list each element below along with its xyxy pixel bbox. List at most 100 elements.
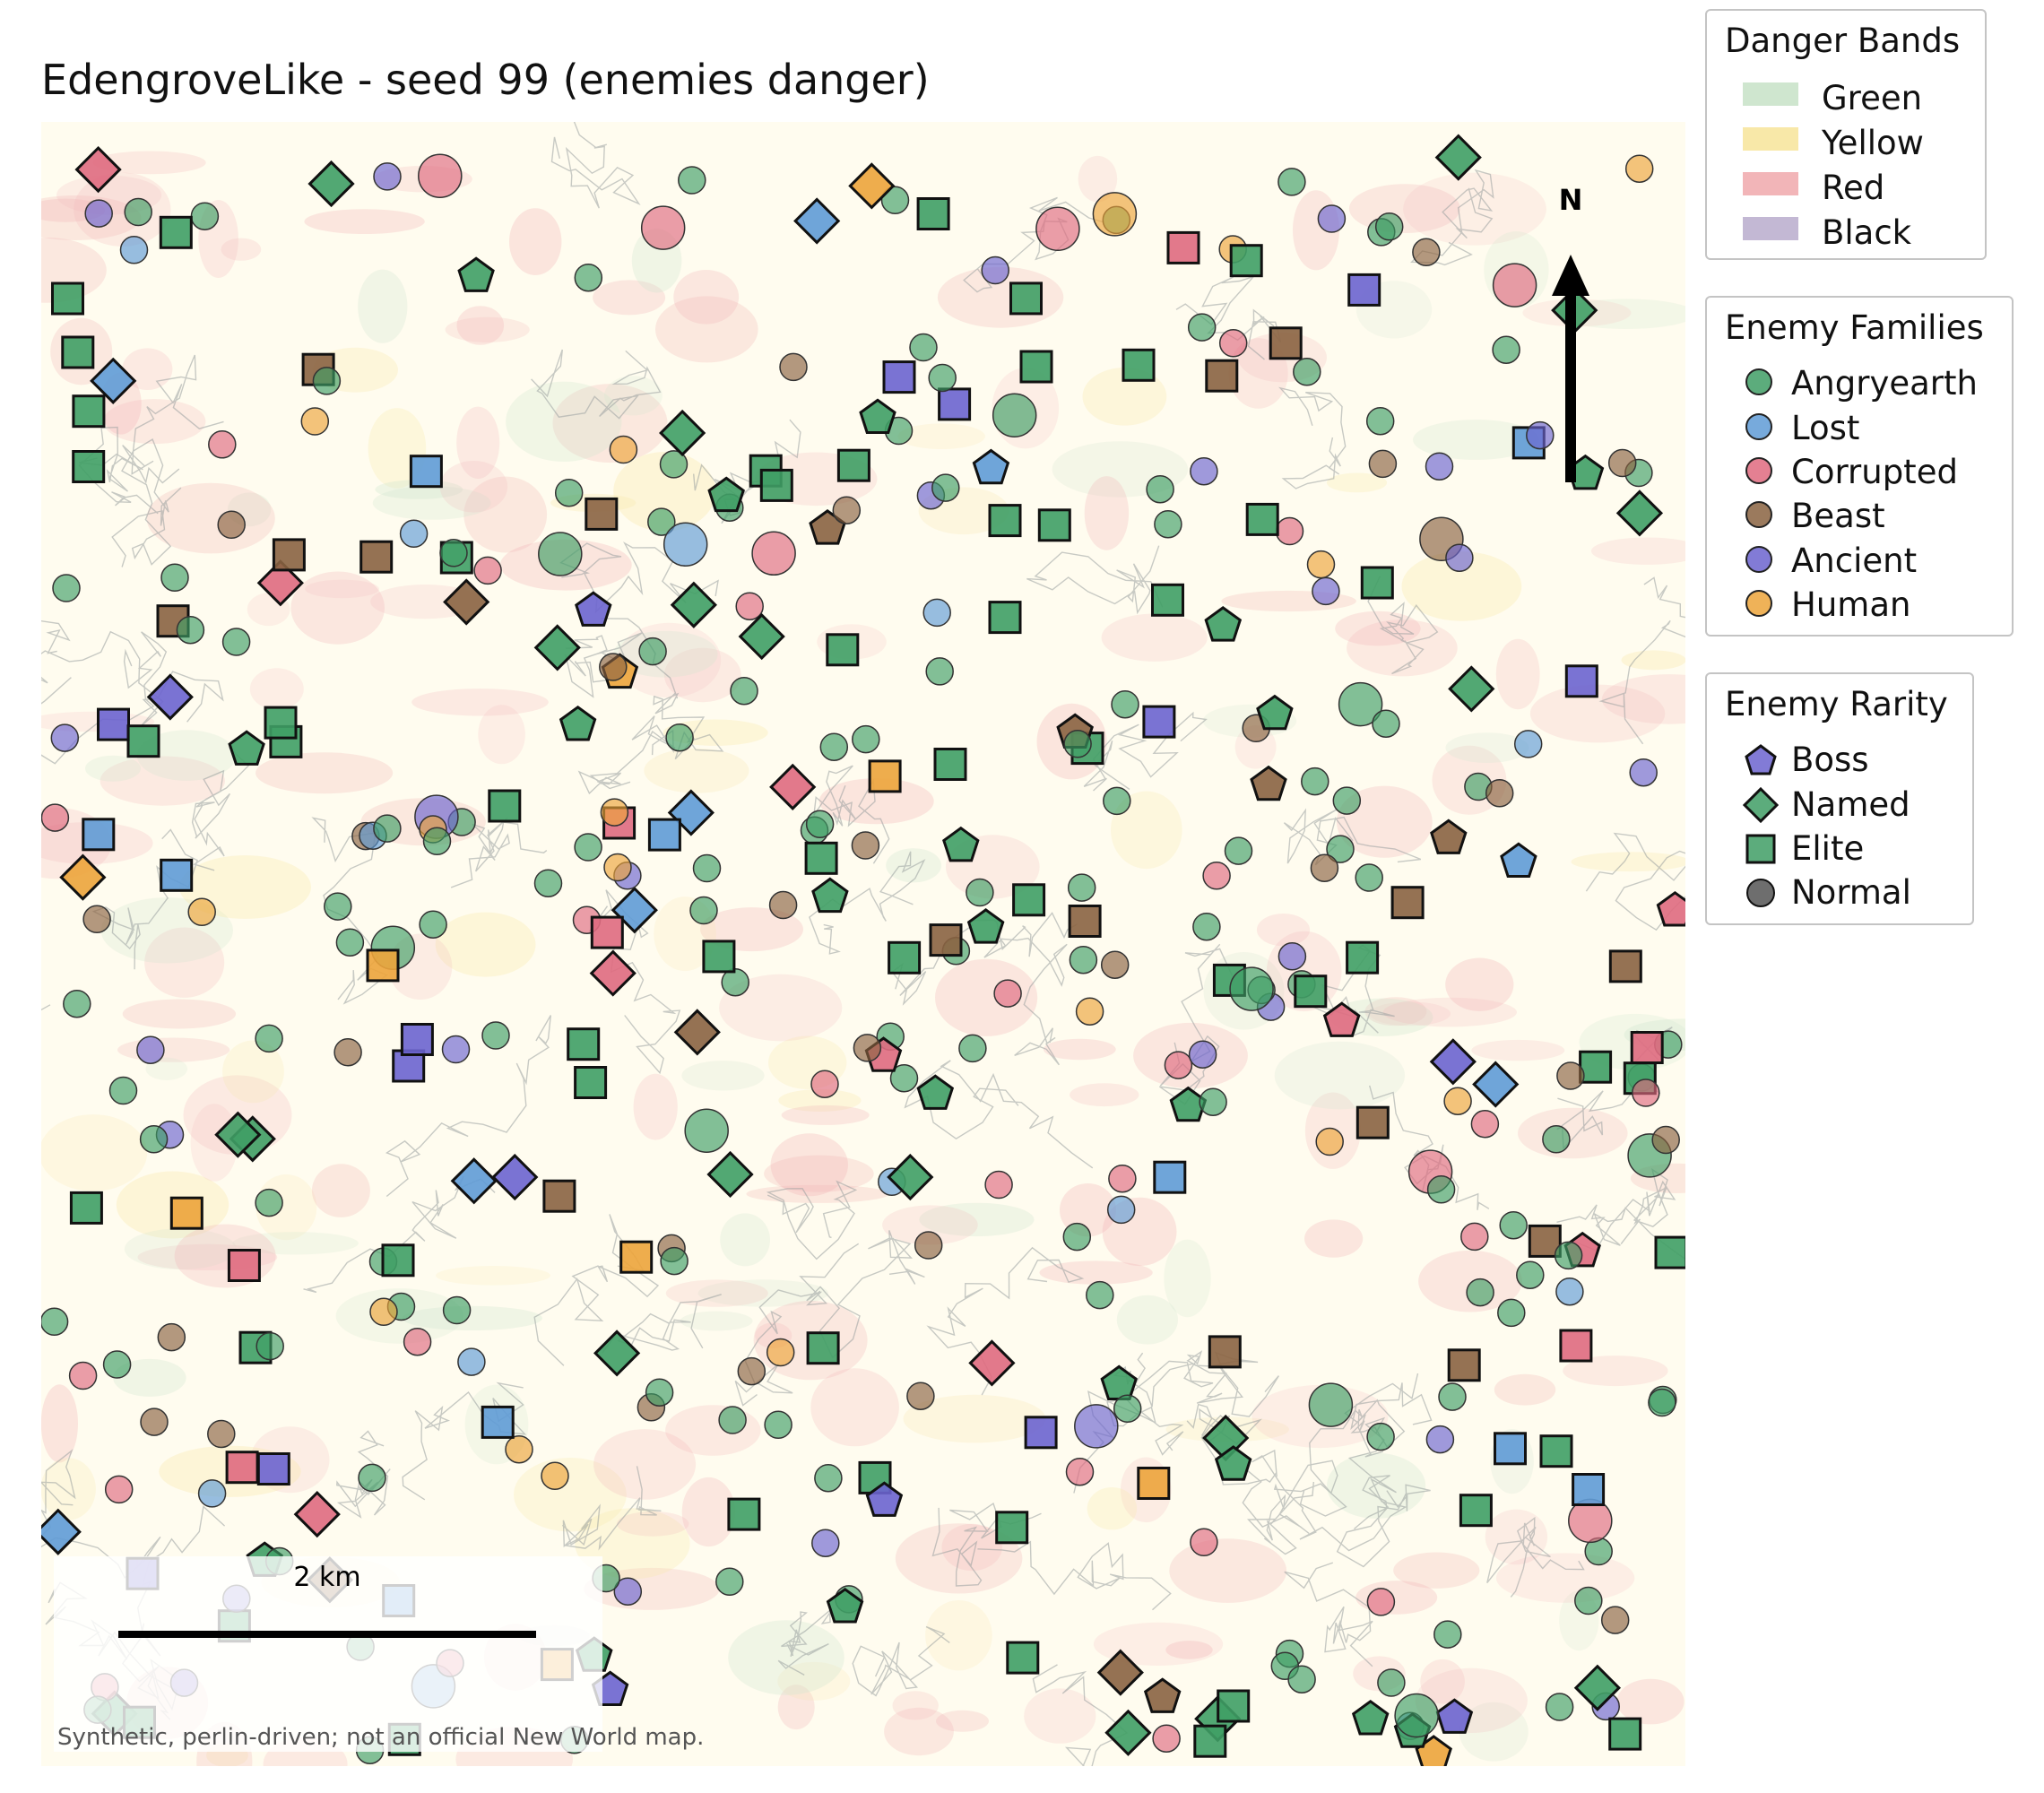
danger-patch bbox=[663, 647, 741, 703]
enemy-normal-marker bbox=[157, 1322, 186, 1352]
legend-item-green: Green bbox=[1707, 77, 1985, 117]
enemy-normal-marker bbox=[678, 166, 706, 195]
enemy-normal-marker bbox=[255, 1188, 283, 1217]
danger-patch bbox=[456, 406, 500, 479]
danger-patch bbox=[232, 1232, 359, 1255]
enemy-elite-marker bbox=[929, 923, 963, 957]
legend-item-yellow: Yellow bbox=[1707, 122, 1985, 162]
danger-patch bbox=[439, 461, 508, 513]
danger-patch bbox=[810, 1368, 899, 1447]
enemy-normal-marker bbox=[645, 1378, 674, 1407]
enemy-elite-marker bbox=[1068, 905, 1102, 938]
danger-patch bbox=[697, 1279, 828, 1307]
legend-label-elite: Elite bbox=[1791, 829, 1865, 868]
enemy-named-marker bbox=[769, 763, 817, 810]
contour-line bbox=[806, 1230, 925, 1359]
danger-patch bbox=[1078, 155, 1118, 203]
enemy-normal-marker bbox=[1315, 1127, 1344, 1156]
enemy-named-marker bbox=[611, 887, 658, 934]
enemy-elite-marker bbox=[1142, 705, 1176, 739]
enemy-normal-marker bbox=[1443, 1087, 1472, 1115]
contour-line bbox=[1278, 386, 1347, 489]
enemy-normal-marker bbox=[160, 563, 189, 593]
danger-patch bbox=[925, 1600, 992, 1671]
enemy-elite-marker bbox=[126, 724, 160, 758]
enemy-normal-marker bbox=[442, 1295, 472, 1325]
enemy-normal-marker bbox=[457, 1347, 486, 1376]
enemy-normal-marker bbox=[1377, 1668, 1406, 1697]
enemy-boss-marker bbox=[916, 1074, 955, 1110]
contour-line bbox=[303, 1175, 496, 1294]
enemy-normal-marker bbox=[663, 522, 708, 567]
contour-line bbox=[1026, 545, 1164, 615]
danger-patch bbox=[903, 1394, 1046, 1443]
danger-patch bbox=[372, 486, 491, 520]
danger-patch bbox=[681, 1477, 736, 1547]
enemy-elite-marker bbox=[888, 940, 922, 974]
legend-item-normal: Normal bbox=[1707, 871, 1972, 912]
danger-patch bbox=[593, 1429, 697, 1500]
danger-patch bbox=[1326, 472, 1388, 493]
enemy-elite-marker bbox=[72, 450, 106, 483]
enemy-named-marker bbox=[74, 145, 122, 194]
enemy-named-marker bbox=[214, 1111, 262, 1158]
enemy-normal-marker bbox=[1629, 758, 1658, 787]
enemy-elite-marker bbox=[1205, 359, 1239, 393]
contour-line bbox=[1573, 1168, 1676, 1252]
enemy-normal-marker bbox=[811, 1529, 840, 1557]
enemy-boss-marker bbox=[1430, 819, 1468, 854]
danger-patch bbox=[146, 482, 275, 554]
enemy-elite-marker bbox=[1355, 1105, 1390, 1139]
enemy-normal-marker bbox=[1526, 420, 1555, 450]
enemy-normal-marker bbox=[422, 827, 452, 856]
enemy-normal-marker bbox=[819, 732, 849, 761]
enemy-elite-marker bbox=[1390, 886, 1425, 920]
danger-patch bbox=[897, 423, 985, 450]
enemy-normal-marker bbox=[1190, 456, 1218, 486]
enemy-normal-marker bbox=[1425, 1425, 1455, 1454]
enemy-elite-marker bbox=[590, 915, 624, 949]
enemy-elite-marker bbox=[481, 1405, 515, 1439]
enemy-normal-marker bbox=[441, 1035, 471, 1064]
scale-bar-backdrop bbox=[54, 1556, 602, 1752]
enemy-normal-marker bbox=[853, 1034, 882, 1062]
enemy-normal-marker bbox=[221, 628, 251, 656]
enemy-normal-marker bbox=[68, 1361, 98, 1390]
enemy-boss-marker bbox=[559, 705, 597, 741]
enemy-normal-marker bbox=[1425, 452, 1454, 481]
enemy-normal-marker bbox=[1607, 448, 1637, 478]
enemy-named-marker bbox=[706, 1150, 754, 1199]
enemy-elite-marker bbox=[882, 360, 916, 394]
enemy-normal-marker bbox=[84, 199, 113, 228]
enemy-boss-marker bbox=[1204, 606, 1243, 642]
enemy-normal-marker bbox=[914, 1231, 943, 1260]
enemy-normal-marker bbox=[533, 869, 563, 897]
contour-line bbox=[809, 851, 926, 955]
enemy-normal-marker bbox=[966, 878, 994, 907]
enemy-named-marker bbox=[589, 949, 637, 997]
danger-patch bbox=[1111, 791, 1182, 870]
enemy-elite-marker bbox=[1193, 1724, 1227, 1758]
enemy-normal-marker bbox=[1111, 689, 1139, 719]
danger-patch bbox=[445, 316, 530, 342]
danger-patch bbox=[1084, 476, 1130, 550]
danger-patch bbox=[358, 269, 408, 343]
enemy-normal-marker bbox=[1394, 1693, 1439, 1738]
enemy-boss-marker bbox=[972, 448, 1010, 485]
enemy-elite-marker bbox=[836, 448, 870, 482]
enemy-named-marker bbox=[293, 1490, 341, 1538]
enemy-normal-marker bbox=[1069, 945, 1098, 974]
enemy-elite-marker bbox=[1137, 1467, 1171, 1500]
enemy-named-marker bbox=[146, 673, 194, 721]
enemy-boss-marker bbox=[942, 826, 980, 862]
enemy-normal-marker bbox=[1188, 1040, 1217, 1069]
enemy-boss-marker bbox=[1435, 1698, 1474, 1734]
contour-line bbox=[1032, 1664, 1129, 1766]
enemy-named-marker bbox=[848, 162, 896, 210]
enemy-normal-marker bbox=[82, 905, 111, 934]
map-canvas[interactable]: N 2 km Synthetic, perlin-driven; not an … bbox=[41, 122, 1685, 1766]
danger-patch bbox=[1471, 1039, 1565, 1061]
legend-label-angryearth: Angryearth bbox=[1791, 364, 1978, 403]
enemy-normal-marker bbox=[207, 1419, 236, 1449]
danger-patch bbox=[509, 208, 562, 275]
